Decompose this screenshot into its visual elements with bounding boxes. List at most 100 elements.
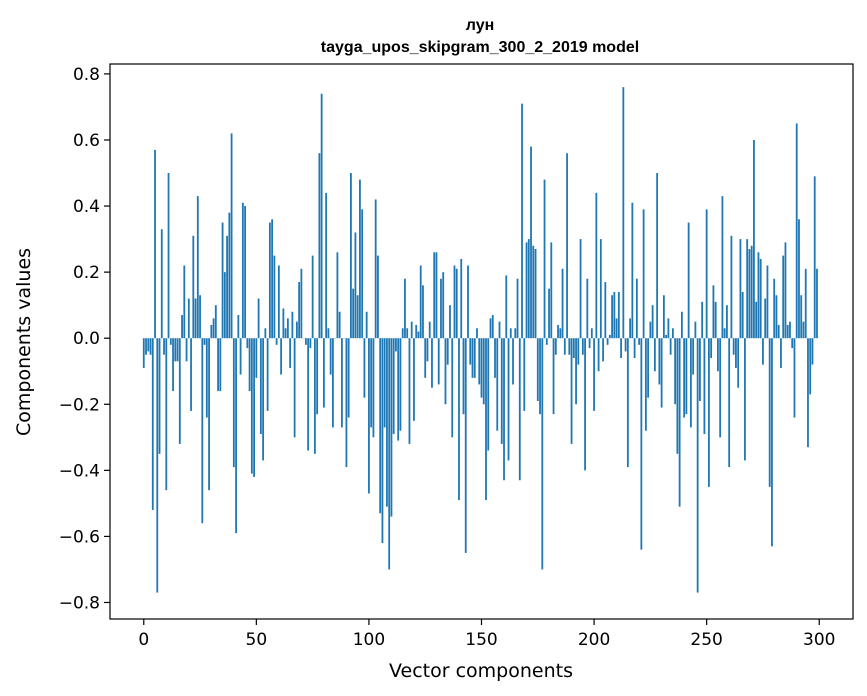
- bar: [712, 285, 715, 339]
- bar: [424, 338, 427, 378]
- bar: [642, 209, 645, 339]
- bar: [789, 321, 791, 339]
- bars-group: [142, 87, 818, 593]
- x-axis-label: Vector components: [389, 660, 573, 682]
- bar: [392, 338, 395, 434]
- bar: [473, 338, 476, 378]
- bar: [221, 222, 224, 339]
- bar: [561, 268, 564, 339]
- bar: [701, 301, 704, 339]
- bar: [415, 324, 418, 339]
- bar: [350, 173, 352, 339]
- y-axis-ticks: −0.8 −0.6 −0.4 −0.2 0.0 0.2 0.4 0.6 0.8: [59, 65, 110, 613]
- bar: [807, 338, 809, 448]
- bar: [496, 338, 499, 431]
- bar: [273, 255, 276, 339]
- bar: [381, 338, 384, 544]
- bar: [383, 338, 386, 428]
- y-tick-label: −0.8: [59, 593, 100, 613]
- bar: [525, 242, 528, 339]
- bar: [777, 324, 780, 339]
- bar: [717, 338, 719, 372]
- bar: [768, 338, 771, 487]
- bar: [154, 149, 156, 339]
- bar: [181, 315, 183, 339]
- bar: [217, 338, 219, 392]
- bar: [268, 222, 271, 339]
- bar: [237, 315, 240, 339]
- bar: [442, 272, 445, 339]
- bar: [458, 338, 460, 501]
- bar: [460, 258, 463, 339]
- bar: [798, 219, 800, 339]
- bar: [635, 278, 638, 339]
- bar: [282, 308, 285, 339]
- bar: [584, 338, 586, 471]
- bar: [313, 338, 316, 454]
- bar: [550, 242, 553, 339]
- bar: [694, 321, 697, 339]
- bar: [714, 301, 717, 339]
- bar: [773, 278, 776, 339]
- bar: [210, 324, 213, 339]
- bar: [451, 338, 454, 438]
- bar: [352, 288, 355, 339]
- bar: [471, 338, 474, 378]
- bar: [165, 338, 168, 491]
- bar: [557, 324, 559, 339]
- bar: [246, 338, 249, 349]
- bar: [532, 245, 535, 339]
- bar: [795, 123, 798, 339]
- bar: [190, 338, 192, 411]
- bar: [658, 338, 661, 385]
- bar: [176, 338, 179, 362]
- bar: [485, 338, 487, 501]
- bar: [163, 338, 165, 355]
- bar: [286, 318, 289, 339]
- bar: [480, 338, 483, 398]
- bar: [505, 275, 508, 339]
- bar: [406, 328, 409, 339]
- bar: [782, 255, 785, 339]
- y-tick-label: −0.6: [59, 527, 100, 547]
- bar: [726, 305, 728, 339]
- bar: [374, 199, 377, 339]
- bar: [568, 338, 571, 355]
- bar: [356, 295, 359, 339]
- bar: [800, 295, 803, 339]
- bar: [804, 268, 807, 339]
- bar: [629, 318, 631, 339]
- bar: [708, 338, 710, 487]
- bar: [500, 338, 503, 444]
- bar: [554, 338, 557, 355]
- bar: [813, 176, 816, 339]
- bar: [626, 338, 629, 468]
- bar: [802, 321, 805, 339]
- y-tick-label: 0.6: [73, 131, 100, 151]
- x-tick-label: 250: [690, 630, 722, 650]
- bar: [775, 295, 778, 339]
- bar: [370, 338, 373, 428]
- bar: [413, 338, 415, 421]
- x-axis-ticks: 0 50 100 150 200 250 300: [138, 619, 835, 650]
- bar: [437, 338, 440, 385]
- bar: [336, 252, 339, 339]
- bar: [644, 338, 647, 431]
- bar: [766, 265, 769, 339]
- bar: [680, 311, 683, 339]
- y-tick-label: −0.2: [59, 395, 100, 415]
- bar: [259, 338, 262, 434]
- x-tick-label: 200: [578, 630, 610, 650]
- bar: [539, 338, 541, 415]
- bar: [741, 291, 744, 339]
- bar: [622, 87, 625, 339]
- bar: [379, 338, 382, 514]
- bar: [241, 202, 244, 339]
- bar: [739, 239, 742, 339]
- bar: [262, 338, 264, 461]
- x-tick-label: 50: [246, 630, 268, 650]
- bar: [404, 278, 406, 339]
- bar: [201, 338, 204, 524]
- bar: [541, 338, 544, 570]
- bar: [665, 334, 668, 339]
